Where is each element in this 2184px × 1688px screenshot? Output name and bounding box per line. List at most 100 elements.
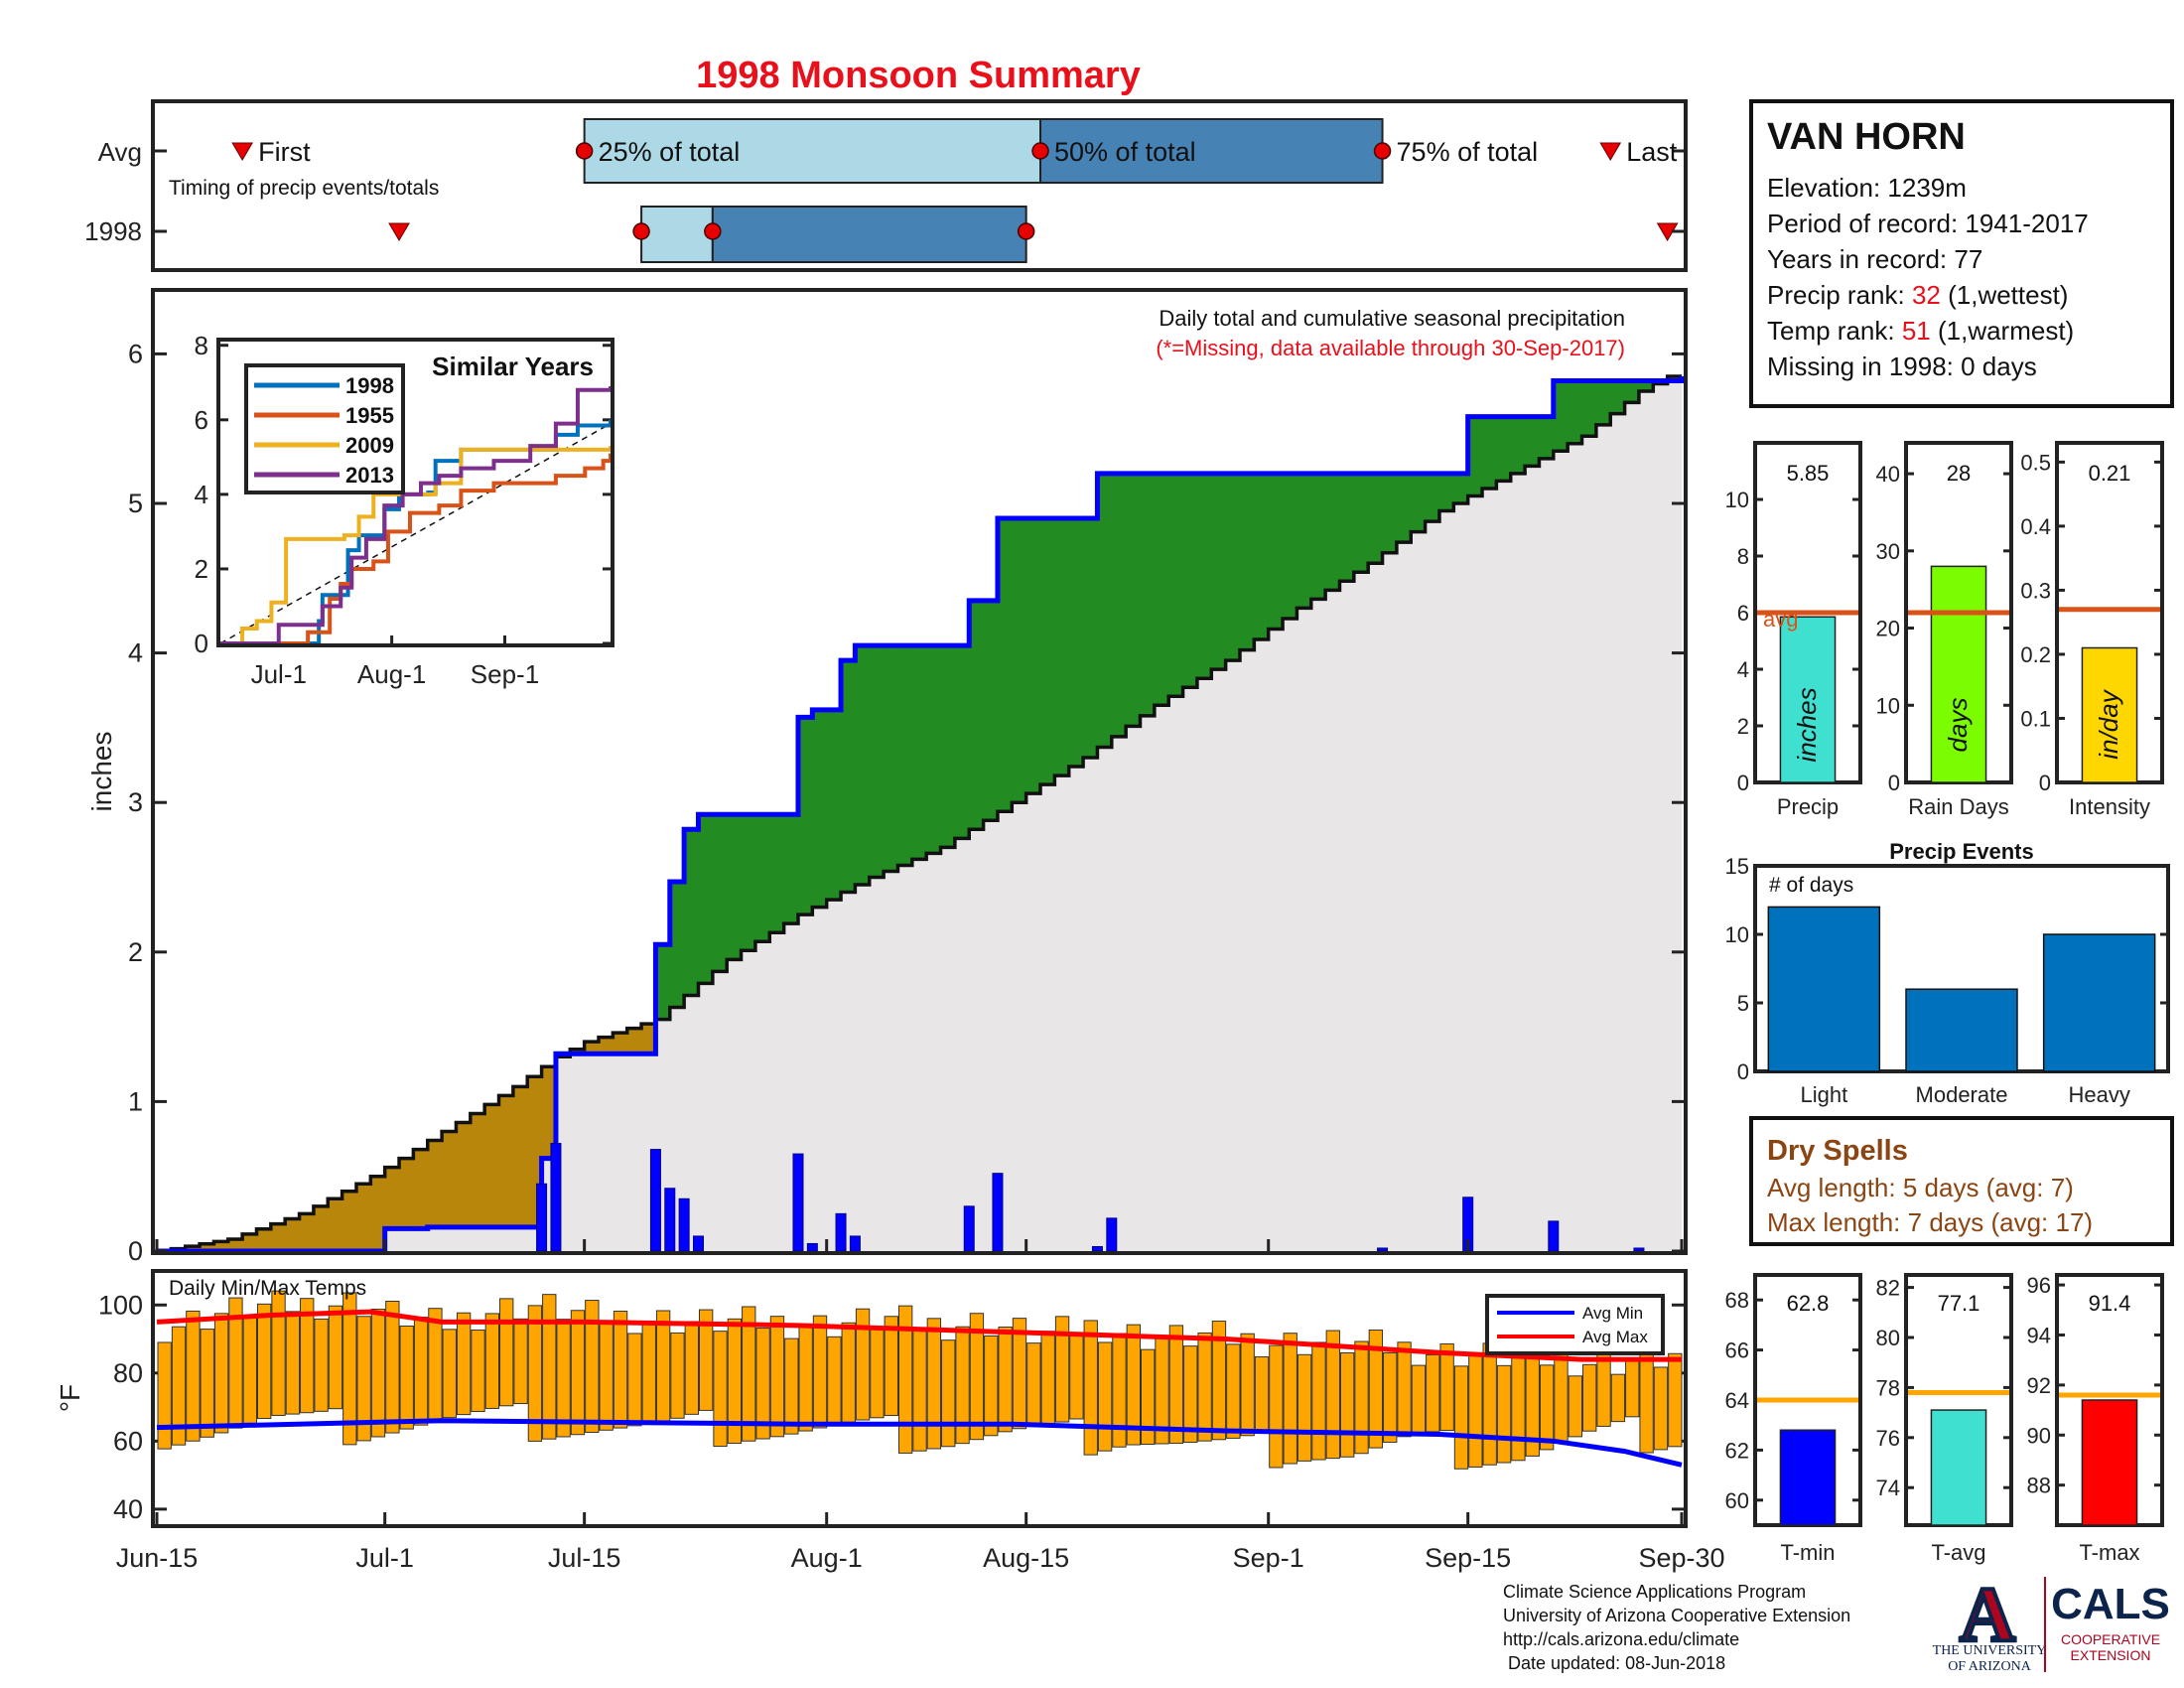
inset-series-2013	[220, 386, 613, 645]
daily-precip-bar	[1548, 1220, 1560, 1252]
temp-title: Daily Min/Max Temps	[169, 1277, 366, 1300]
surplus-area-segment	[1396, 473, 1412, 543]
daily-temp-bar	[1625, 1359, 1640, 1418]
surplus-area-segment	[1325, 473, 1341, 591]
deficit-area-segment	[512, 1086, 528, 1227]
temp-value-bar	[2081, 1399, 2138, 1526]
daily-temp-bar	[1539, 1364, 1555, 1451]
daily-temp-bar	[998, 1327, 1013, 1433]
surplus-area-segment	[1025, 518, 1041, 794]
daily-temp-bar	[1568, 1375, 1583, 1438]
surplus-area-segment	[1182, 473, 1198, 688]
daily-temp-bar	[784, 1337, 799, 1435]
surplus-area-segment	[1126, 473, 1142, 727]
daily-precip-bar	[849, 1235, 861, 1252]
daily-precip-bar	[806, 1242, 818, 1252]
daily-temp-bar	[755, 1328, 770, 1440]
surplus-area-segment	[1339, 473, 1355, 582]
daily-precip-bar	[1377, 1247, 1389, 1252]
temp-legend-label-min: Avg Min	[1582, 1304, 1643, 1323]
main-frame	[151, 288, 1688, 1255]
deficit-area-segment	[227, 1238, 243, 1251]
totals-panel-label: Rain Days	[1908, 794, 2008, 819]
surplus-area-segment	[783, 814, 799, 924]
daily-temp-bar	[314, 1318, 329, 1412]
daily-temp-bar	[428, 1308, 443, 1422]
surplus-area-segment	[1553, 380, 1569, 452]
dry-spells-frame	[1749, 1116, 2174, 1246]
surplus-area-segment	[1225, 473, 1241, 661]
surplus-area-segment	[1539, 416, 1555, 459]
surplus-area-segment	[741, 814, 756, 951]
daily-temp-bar	[1554, 1352, 1569, 1444]
daily-temp-bar	[271, 1290, 286, 1416]
temp-y-tick-label: 80	[1876, 1326, 1900, 1350]
date-axis: Jun-15 Jul-1 Jul-15 Aug-1 Aug-15 Sep-1 Sep-15 S…	[116, 1512, 1725, 1573]
inset-legend: 1998 1955 2009 2013	[254, 373, 394, 488]
daily-temp-bar	[1297, 1353, 1312, 1462]
avg-min-temp-line	[156, 1418, 1683, 1468]
daily-temp-bar	[399, 1326, 414, 1430]
deficit-area-segment	[384, 1167, 400, 1229]
deficit-area-segment	[641, 1024, 657, 1055]
timing-year-label: 1998	[84, 216, 142, 246]
temp-y-tick-label: 78	[1876, 1375, 1900, 1400]
surplus-area-segment	[1496, 416, 1512, 482]
temp-y-tick-label: 64	[1725, 1388, 1749, 1413]
daily-temp-bar	[870, 1328, 885, 1419]
ua-logo: A THE UNIVERSITY OF ARIZONA	[1933, 1569, 2047, 1674]
daily-temp-bar	[841, 1322, 856, 1423]
daily-temp-bar	[641, 1321, 656, 1425]
station-years: Years in record: 77	[1767, 244, 1982, 274]
surplus-area-segment	[969, 600, 985, 830]
daily-temp-bar	[742, 1306, 756, 1442]
footer-line4: Date updated: 08-Jun-2018	[1503, 1653, 1725, 1673]
main-y-tick-label: 6	[128, 339, 143, 368]
surplus-area-segment	[712, 814, 728, 972]
surplus-area-segment	[940, 645, 956, 848]
daily-temp-bar	[955, 1326, 970, 1445]
surplus-area-segment	[1068, 518, 1084, 768]
station-elevation: Elevation: 1239m	[1767, 173, 1967, 203]
surplus-area-segment	[1368, 473, 1384, 564]
totals-y-tick-label: 4	[1737, 657, 1749, 682]
surplus-area-segment	[1595, 380, 1611, 425]
surplus-area-segment	[1196, 473, 1212, 679]
timing-avg-p75-marker	[1373, 142, 1392, 160]
daily-temp-bar	[342, 1292, 357, 1446]
deficit-area-segment	[498, 1095, 514, 1227]
timing-avg-q1-box	[583, 118, 1042, 184]
daily-temp-bar	[242, 1317, 257, 1424]
deficit-area-segment	[413, 1149, 429, 1229]
timing-avg-p50-marker	[1031, 142, 1049, 160]
totals-y-tick-label: 10	[1725, 488, 1749, 512]
totals-y-tick-label: 0.5	[2020, 450, 2051, 475]
daily-temp-bar	[713, 1331, 728, 1448]
deficit-area-segment	[355, 1184, 371, 1251]
timing-year-p75-marker	[1017, 222, 1035, 240]
deficit-area-segment	[328, 1198, 343, 1251]
surplus-area-segment	[826, 709, 842, 901]
deficit-area-segment	[456, 1122, 472, 1227]
surplus-area-segment	[997, 518, 1013, 812]
deficit-area-segment	[399, 1158, 414, 1229]
events-category-label: Heavy	[2068, 1082, 2129, 1107]
ua-logo-letter: A	[1960, 1571, 2015, 1657]
cals-logo-word: CALS	[2051, 1580, 2170, 1628]
temp-value-label: 62.8	[1787, 1291, 1830, 1316]
daily-precip-bar	[649, 1149, 661, 1252]
events-bar-light	[1767, 906, 1881, 1072]
daily-temp-bar	[1211, 1321, 1227, 1441]
surplus-area-segment	[727, 814, 743, 960]
daily-temp-bar	[1496, 1364, 1512, 1464]
deficit-area-segment	[541, 1066, 557, 1159]
date-axis-label: Aug-1	[791, 1543, 863, 1573]
temp-ylabel: °F	[55, 1384, 85, 1412]
daily-precip-bar	[792, 1153, 804, 1252]
totals-y-tick-label: 0.2	[2020, 642, 2051, 667]
footer-line3: http://cals.arizona.edu/climate	[1503, 1629, 1739, 1649]
temperature-panel: 40 60 80 100 Daily Min/Max Temps °F Avg Min…	[55, 1269, 1725, 1573]
deficit-area-segment	[213, 1241, 229, 1251]
daily-temp-bar	[1197, 1332, 1212, 1442]
